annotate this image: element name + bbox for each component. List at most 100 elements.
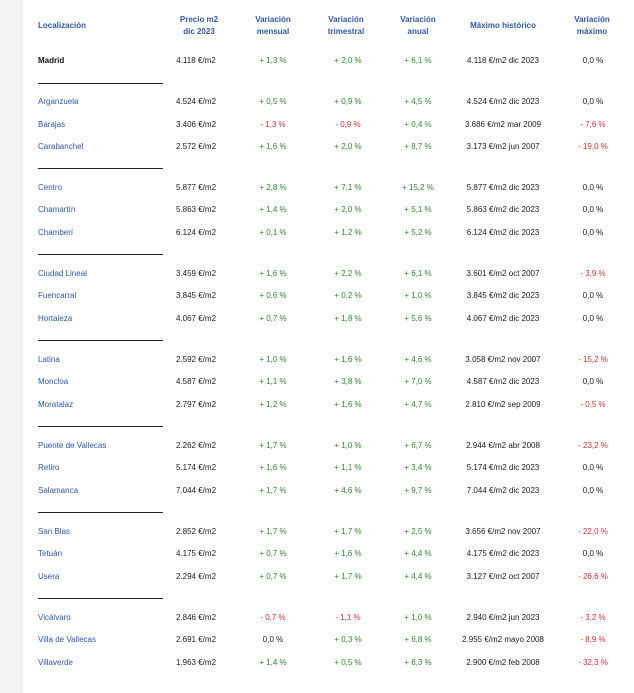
price-cell: 2.592 €/m2 — [175, 355, 217, 364]
annual-variation-cell: + 5,6 % — [404, 314, 432, 323]
max-historic-cell: 3.686 €/m2 mar 2009 — [464, 120, 542, 129]
quarterly-variation-cell: + 1,6 % — [334, 549, 362, 558]
location-link[interactable]: Villaverde — [38, 658, 73, 667]
max-historic-cell: 3.173 €/m2 jun 2007 — [466, 142, 540, 151]
max-variation-cell: - 32,3 % — [578, 658, 608, 667]
quarterly-variation-cell: + 7,1 % — [334, 183, 362, 192]
price-cell: 2.846 €/m2 — [175, 613, 217, 622]
location-link[interactable]: Barajas — [38, 120, 66, 129]
max-historic-cell: 4.175 €/m2 dic 2023 — [466, 549, 540, 558]
location-link[interactable]: Carabanchel — [38, 142, 84, 151]
group-divider — [38, 254, 163, 255]
location-link[interactable]: Chamartín — [38, 205, 76, 214]
quarterly-variation-cell: + 1,6 % — [334, 400, 362, 409]
max-variation-cell: - 7,6 % — [580, 120, 606, 129]
quarterly-variation-cell: + 4,6 % — [334, 486, 362, 495]
price-cell: 5.877 €/m2 — [175, 183, 217, 192]
annual-variation-cell: + 4,4 % — [404, 572, 432, 581]
max-variation-cell: 0,0 % — [582, 228, 604, 237]
location-link[interactable]: Moratalaz — [38, 400, 74, 409]
location-link[interactable]: Fuencarral — [38, 291, 77, 300]
monthly-variation-cell: + 1,4 % — [259, 205, 287, 214]
location-link[interactable]: Chamberí — [38, 228, 74, 237]
max-variation-cell: - 19,0 % — [578, 142, 608, 151]
monthly-variation-cell: + 0,7 % — [259, 572, 287, 581]
max-variation-cell: - 8,9 % — [580, 635, 606, 644]
price-cell: 4.524 €/m2 — [175, 97, 217, 106]
group-divider — [38, 168, 163, 169]
quarterly-variation-cell: + 1,7 % — [334, 572, 362, 581]
location-link[interactable]: Puente de Vallecas — [38, 441, 107, 450]
quarterly-variation-cell: + 1,2 % — [334, 228, 362, 237]
price-cell: 2.572 €/m2 — [175, 142, 217, 151]
price-cell: 2.797 €/m2 — [175, 400, 217, 409]
max-variation-cell: 0,0 % — [582, 463, 604, 472]
location-link[interactable]: Centro — [38, 183, 63, 192]
quarterly-variation-cell: + 1,6 % — [334, 355, 362, 364]
quarterly-variation-cell: + 0,5 % — [334, 658, 362, 667]
price-cell: 3.406 €/m2 — [175, 120, 217, 129]
max-historic-cell: 2.940 €/m2 jun 2023 — [466, 613, 540, 622]
annual-variation-cell: + 5,1 % — [404, 205, 432, 214]
price-cell: 4.067 €/m2 — [175, 314, 217, 323]
header-variacion-mensual: Variación mensual — [255, 15, 291, 36]
monthly-variation-cell: + 0,7 % — [259, 314, 287, 323]
location-link[interactable]: Salamanca — [38, 486, 79, 495]
location-link[interactable]: Hortaleza — [38, 314, 73, 323]
max-historic-cell: 6.124 €/m2 dic 2023 — [466, 228, 540, 237]
annual-variation-cell: + 8,7 % — [404, 142, 432, 151]
monthly-variation-cell: - 1,3 % — [260, 120, 286, 129]
location-link[interactable]: Vicálvaro — [38, 613, 71, 622]
monthly-variation-cell: 0,0 % — [262, 635, 284, 644]
max-historic-cell: 2.944 €/m2 abr 2008 — [466, 441, 540, 450]
group-divider — [38, 340, 163, 341]
location-link[interactable]: Tetuán — [38, 549, 63, 558]
annual-variation-cell: + 2,5 % — [404, 527, 432, 536]
annual-variation-cell: + 6,1 % — [404, 56, 432, 65]
annual-variation-cell: + 3,4 % — [404, 463, 432, 472]
price-cell: 2.294 €/m2 — [175, 572, 217, 581]
location-link[interactable]: San Blas — [38, 527, 71, 536]
price-cell: 4.118 €/m2 — [176, 56, 216, 65]
max-variation-cell: 0,0 % — [582, 549, 604, 558]
header-variacion-anual: Variación anual — [400, 15, 436, 36]
location-link[interactable]: Arganzuela — [38, 97, 79, 106]
monthly-variation-cell: + 1,6 % — [259, 142, 287, 151]
price-cell: 4.587 €/m2 — [175, 377, 217, 386]
header-variacion-maximo: Variación máximo — [574, 15, 610, 36]
header-precio: Precio m2 dic 2023 — [179, 15, 219, 36]
monthly-variation-cell: + 1,2 % — [259, 400, 287, 409]
annual-variation-cell: + 6,8 % — [404, 635, 432, 644]
max-variation-cell: 0,0 % — [582, 377, 604, 386]
group-divider — [38, 598, 163, 599]
location-link[interactable]: Usera — [38, 572, 60, 581]
max-historic-cell: 2.900 €/m2 feb 2008 — [466, 658, 540, 667]
price-cell: 3.845 €/m2 — [175, 291, 217, 300]
quarterly-variation-cell: + 0,9 % — [334, 97, 362, 106]
location-link[interactable]: Retiro — [38, 463, 60, 472]
group-divider — [38, 426, 163, 427]
price-cell: 4.175 €/m2 — [175, 549, 217, 558]
quarterly-variation-cell: + 3,8 % — [334, 377, 362, 386]
header-variacion-trimestral: Variación trimestral — [327, 15, 365, 36]
quarterly-variation-cell: + 0,2 % — [334, 291, 362, 300]
max-historic-cell: 3.845 €/m2 dic 2023 — [466, 291, 540, 300]
annual-variation-cell: + 1,0 % — [404, 291, 432, 300]
location-link[interactable]: Villa de Vallecas — [38, 635, 96, 644]
annual-variation-cell: + 4,4 % — [404, 549, 432, 558]
quarterly-variation-cell: + 2,0 % — [334, 205, 362, 214]
max-historic-cell: 3.601 €/m2 oct 2007 — [466, 269, 540, 278]
location-link[interactable]: Ciudad Lineal — [38, 269, 87, 278]
location-link[interactable]: Latina — [38, 355, 60, 364]
quarterly-variation-cell: + 1,1 % — [334, 463, 362, 472]
quarterly-variation-cell: - 1,1 % — [335, 613, 361, 622]
max-variation-cell: 0,0 % — [582, 291, 604, 300]
monthly-variation-cell: + 1,4 % — [259, 658, 287, 667]
annual-variation-cell: + 0,4 % — [404, 120, 432, 129]
quarterly-variation-cell: + 1,0 % — [334, 441, 362, 450]
price-cell: 7.044 €/m2 — [175, 486, 217, 495]
annual-variation-cell: + 6,7 % — [404, 441, 432, 450]
annual-variation-cell: + 4,5 % — [404, 97, 432, 106]
annual-variation-cell: + 9,7 % — [404, 486, 432, 495]
location-link[interactable]: Moncloa — [38, 377, 69, 386]
